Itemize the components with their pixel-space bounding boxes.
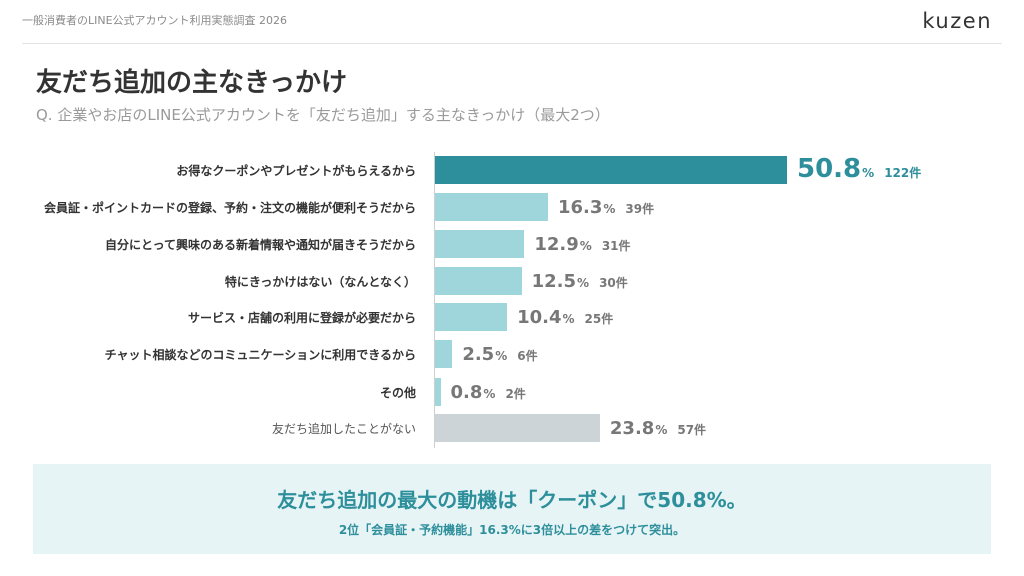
bar-row: 友だち追加したことがない 23.8% 57件 <box>0 414 1024 444</box>
value-label: 50.8% 122件 <box>797 154 921 184</box>
category-label: 特にきっかけはない（なんとなく） <box>224 275 416 289</box>
bar-row: 自分にとって興味のある新着情報や通知が届きそうだから 12.9% 31件 <box>0 230 1024 260</box>
summary-box: 友だち追加の最大の動機は「クーポン」で50.8%。 2位「会員証・予約機能」16… <box>33 464 991 554</box>
value-label: 16.3% 39件 <box>558 193 654 223</box>
bar-row: 会員証・ポイントカードの登録、予約・注文の機能が便利そうだから 16.3% 39件 <box>0 193 1024 223</box>
bar-chart: お得なクーポンやプレゼントがもらえるから 50.8% 122件会員証・ポイントカード… <box>0 150 1024 450</box>
bar <box>435 193 548 221</box>
bar <box>435 230 525 258</box>
bar <box>435 267 522 295</box>
category-label: チャット相談などのコミュニケーションに利用できるから <box>104 348 416 362</box>
value-unit: % <box>495 349 508 363</box>
bar <box>435 414 600 442</box>
bar <box>435 378 441 406</box>
value-label: 0.8% 2件 <box>451 378 526 408</box>
bar <box>435 303 508 331</box>
value-label: 23.8% 57件 <box>610 414 706 444</box>
report-header-title: 一般消費者のLINE公式アカウント利用実態調査 2026 <box>22 14 288 27</box>
count-label: 122件 <box>884 166 922 180</box>
value-number: 2.5 <box>462 344 495 365</box>
count-label: 57件 <box>677 423 707 437</box>
summary-main-text: 友だち追加の最大の動機は「クーポン」で50.8%。 <box>277 488 747 512</box>
bar-row: その他 0.8% 2件 <box>0 378 1024 408</box>
count-label: 31件 <box>601 239 631 253</box>
bar <box>435 340 453 368</box>
value-number: 10.4 <box>517 307 562 328</box>
chart-axis-line <box>434 152 435 448</box>
question-subtitle: Q. 企業やお店のLINE公式アカウントを「友だち追加」する主なきっかけ（最大2… <box>36 106 610 124</box>
count-label: 39件 <box>625 202 655 216</box>
value-unit: % <box>483 387 496 401</box>
page-title: 友だち追加の主なきっかけ <box>36 68 347 98</box>
value-unit: % <box>655 423 668 437</box>
value-number: 12.9 <box>534 234 579 255</box>
category-label: 会員証・ポイントカードの登録、予約・注文の機能が便利そうだから <box>43 201 416 215</box>
value-unit: % <box>579 239 592 253</box>
bar-row: サービス・店舗の利用に登録が必要だから 10.4% 25件 <box>0 303 1024 333</box>
value-unit: % <box>603 202 616 216</box>
value-unit: % <box>562 312 575 326</box>
summary-sub-text: 2位「会員証・予約機能」16.3%に3倍以上の差をつけて突出。 <box>338 523 686 537</box>
bar-row: お得なクーポンやプレゼントがもらえるから 50.8% 122件 <box>0 154 1024 186</box>
count-label: 2件 <box>505 387 526 401</box>
kuzen-logo: kuzen <box>922 9 992 33</box>
category-label: その他 <box>379 386 416 400</box>
value-unit: % <box>577 276 590 290</box>
count-label: 30件 <box>599 276 628 290</box>
value-number: 23.8 <box>609 418 655 439</box>
category-label: サービス・店舗の利用に登録が必要だから <box>187 311 416 325</box>
value-number: 0.8 <box>450 382 483 403</box>
count-label: 6件 <box>517 349 538 363</box>
bar-row: 特にきっかけはない（なんとなく） 12.5% 30件 <box>0 267 1024 297</box>
value-unit: % <box>862 166 875 180</box>
value-number: 12.5 <box>531 271 577 292</box>
category-label: 友だち追加したことがない <box>271 422 416 436</box>
category-label: お得なクーポンやプレゼントがもらえるから <box>176 164 416 178</box>
value-number: 16.3 <box>557 197 603 218</box>
value-label: 12.9% 31件 <box>534 230 630 260</box>
value-label: 10.4% 25件 <box>517 303 613 333</box>
category-label: 自分にとって興味のある新着情報や通知が届きそうだから <box>104 238 416 252</box>
value-label: 2.5% 6件 <box>462 340 537 370</box>
header-divider <box>22 43 1002 44</box>
count-label: 25件 <box>584 312 614 326</box>
bar <box>435 156 787 184</box>
value-label: 12.5% 30件 <box>532 267 628 297</box>
bar-row: チャット相談などのコミュニケーションに利用できるから 2.5% 6件 <box>0 340 1024 370</box>
value-number: 50.8 <box>797 154 862 184</box>
